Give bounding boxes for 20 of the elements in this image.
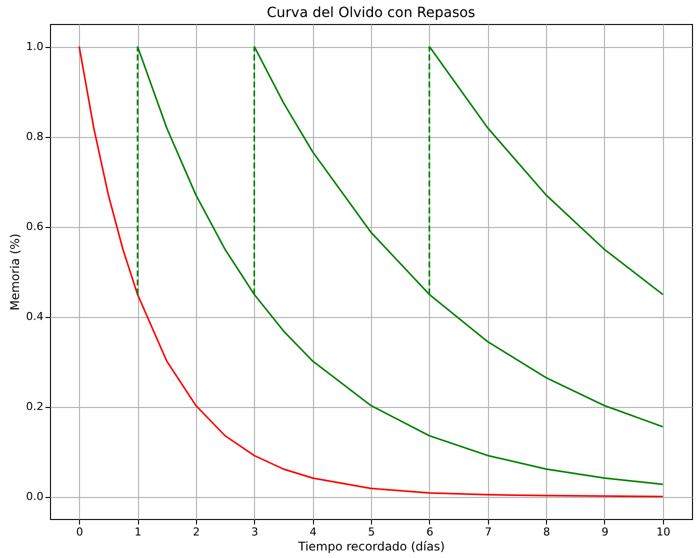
chart-title: Curva del Olvido con Repasos	[266, 5, 476, 21]
x-tick-label: 8	[543, 526, 550, 538]
x-tick-label: 3	[251, 526, 258, 538]
x-tick-label: 5	[368, 526, 375, 538]
x-tick-label: 10	[656, 526, 670, 538]
x-tick-label: 2	[192, 526, 200, 538]
y-tick-label: 0.2	[26, 400, 44, 413]
y-tick-label: 0.4	[26, 310, 44, 323]
y-tick-label: 0.0	[26, 490, 44, 503]
x-tick-label: 7	[484, 526, 492, 538]
x-tick-label: 6	[426, 526, 434, 538]
y-tick-label: 1.0	[26, 40, 44, 53]
y-tick-label: 0.8	[26, 130, 44, 143]
x-axis-title: Tiempo recordado (días)	[297, 540, 445, 554]
x-tick-label: 9	[601, 526, 608, 538]
x-tick-label: 1	[134, 526, 142, 538]
y-tick-label: 0.6	[26, 220, 44, 233]
x-tick-label: 4	[310, 526, 317, 538]
y-axis-title: Memoria (%)	[8, 234, 22, 310]
x-tick-label: 0	[76, 526, 84, 538]
